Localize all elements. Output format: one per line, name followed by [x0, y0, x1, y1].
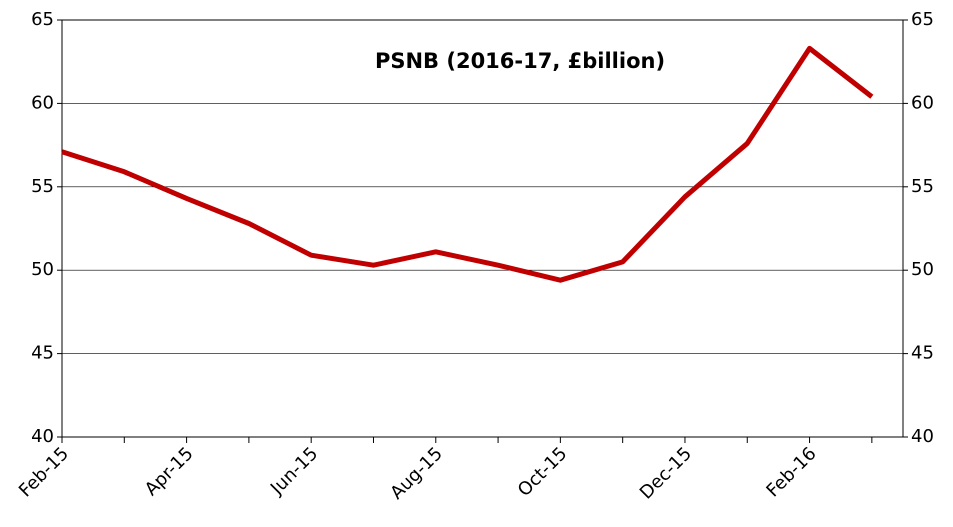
y2-tick-label: 55 — [911, 176, 934, 197]
plot-frame — [61, 19, 904, 438]
x-tick-label: Jun-15 — [266, 443, 322, 499]
chart-title: PSNB (2016-17, £billion) — [375, 49, 665, 73]
y2-tick-label: 65 — [911, 9, 934, 30]
y-tick-label: 55 — [31, 176, 54, 197]
y2-tick-label: 50 — [911, 259, 934, 280]
y-tick-label: 40 — [31, 426, 54, 447]
y-tick-label: 45 — [31, 343, 54, 364]
y-tick-label: 60 — [31, 92, 54, 113]
y-tick-label: 65 — [31, 9, 54, 30]
series-line — [61, 45, 874, 283]
x-tick-label: Oct-15 — [514, 443, 572, 501]
x-tick-label: Dec-15 — [636, 443, 696, 503]
y2-tick-label: 40 — [911, 426, 934, 447]
y2-tick-label: 60 — [911, 92, 934, 113]
y-tick-label: 50 — [31, 259, 54, 280]
y2-tick-label: 45 — [911, 343, 934, 364]
x-tick-label: Aug-15 — [386, 443, 446, 503]
x-tick-label: Feb-15 — [15, 443, 73, 501]
x-tick-label: Feb-16 — [762, 443, 820, 501]
x-tick-label: Apr-15 — [141, 443, 198, 500]
